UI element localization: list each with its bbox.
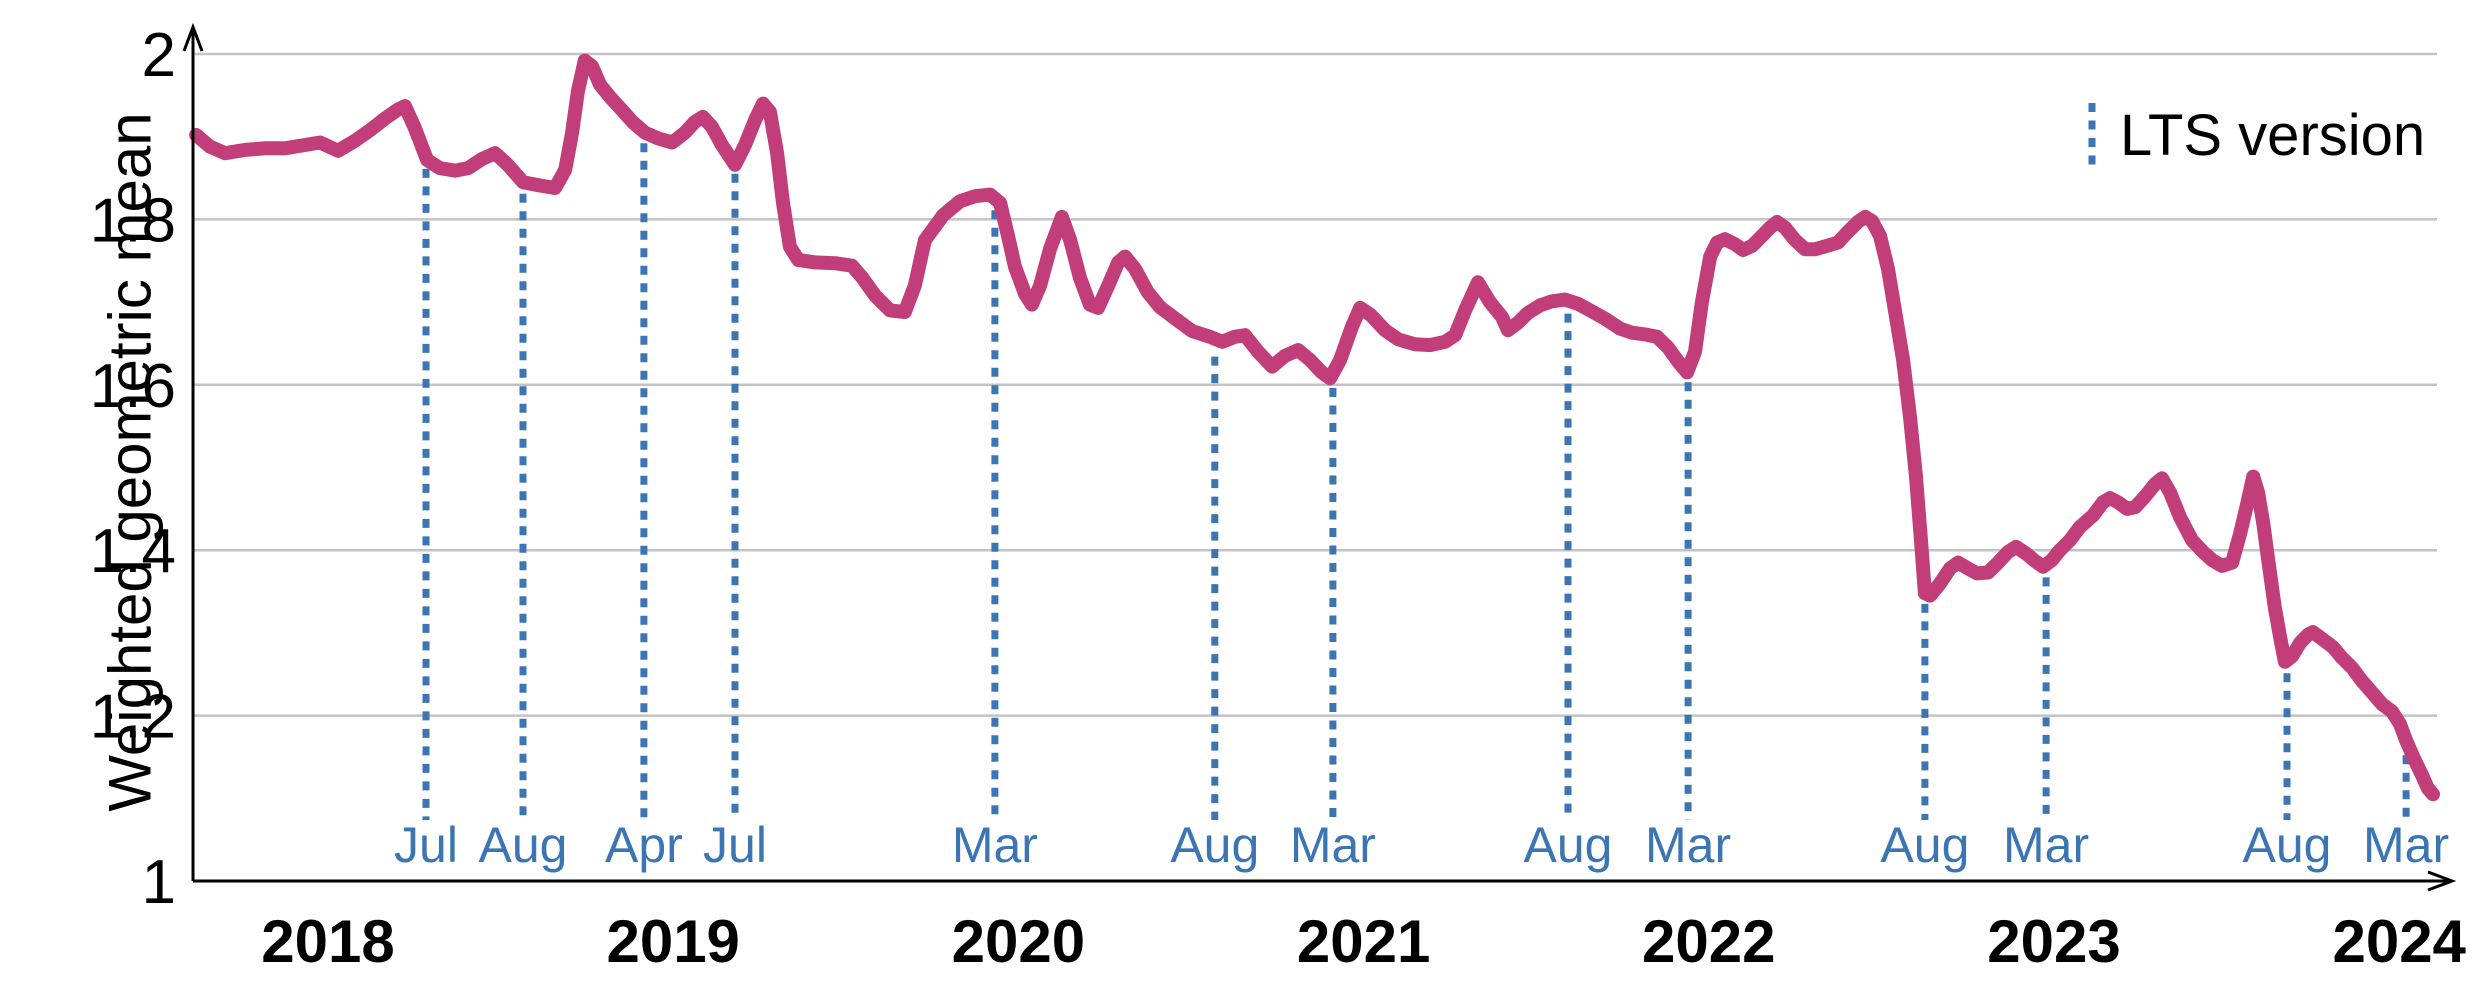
y-axis-arrow-icon (182, 22, 204, 52)
x-tick-label-2022: 2022 (1642, 908, 1775, 975)
lts-month-label-Jul-2018: Jul (394, 817, 458, 873)
lts-month-label-Mar-2024: Mar (2363, 817, 2449, 873)
x-axis-arrow-icon (2427, 870, 2457, 892)
series-line (189, 53, 2440, 802)
y-tick-label-1.8: 1.8 (90, 186, 176, 255)
y-axis-title: Weighted geometric mean (96, 112, 164, 812)
x-tick-label-2024: 2024 (2332, 908, 2466, 975)
lts-dotted-line-icon (2088, 103, 2096, 169)
lts-month-label-Aug-2023: Aug (2243, 817, 2332, 873)
legend-label: LTS version (2120, 103, 2426, 168)
y-tick-label-1: 1 (142, 848, 176, 917)
x-tick-label-2021: 2021 (1297, 908, 1430, 975)
lts-month-label-Aug-2018: Aug (479, 817, 568, 873)
lts-month-label-Jul-2019: Jul (703, 817, 767, 873)
lts-month-label-Mar-2022: Mar (2003, 817, 2089, 873)
x-tick-label-2020: 2020 (952, 908, 1085, 975)
lts-month-label-Aug-2020: Aug (1170, 817, 1259, 873)
legend: LTS version (2086, 100, 2425, 172)
y-tick-label-2: 2 (142, 21, 176, 90)
lts-month-label-Mar-2020: Mar (1290, 817, 1376, 873)
lts-month-label-Aug-2021: Aug (1524, 817, 1613, 873)
lts-month-label-Mar-2019: Mar (952, 817, 1038, 873)
y-tick-label-1.4: 1.4 (90, 517, 176, 586)
x-tick-label-2018: 2018 (261, 908, 394, 975)
x-tick-label-2023: 2023 (1987, 908, 2120, 975)
y-tick-label-1.2: 1.2 (90, 683, 176, 752)
lts-month-label-Mar-2021: Mar (1645, 817, 1731, 873)
lts-month-label-Apr-2018: Apr (605, 817, 683, 873)
lts-month-label-Aug-2022: Aug (1880, 817, 1969, 873)
y-tick-label-1.6: 1.6 (90, 352, 176, 421)
x-tick-label-2019: 2019 (606, 908, 739, 975)
